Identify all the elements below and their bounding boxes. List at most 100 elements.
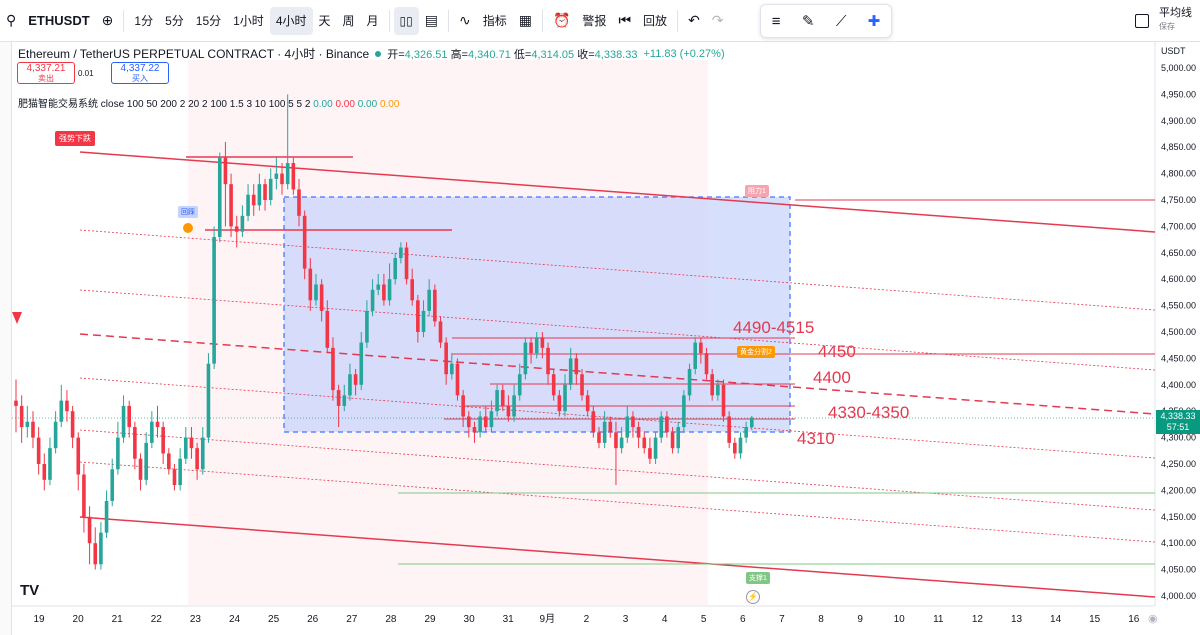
toolbar-divider [541, 9, 543, 32]
indicator-legend[interactable]: 肥猫智能交易系统 close 100 50 200 2 20 2 100 1.5… [18, 95, 399, 110]
price-tick: 4,300.00 [1161, 433, 1196, 443]
add-symbol-icon[interactable]: ⊕ [101, 12, 114, 28]
indicators-button[interactable]: 指标 [482, 14, 507, 28]
interval-15m[interactable]: 15分 [195, 14, 222, 28]
return-tag[interactable]: 回踩 [178, 206, 198, 218]
interval-1M[interactable]: 月 [366, 14, 379, 28]
toolbar-divider [677, 9, 679, 32]
alert-button[interactable]: 警报 [582, 14, 607, 28]
trend-line-icon[interactable]: ⟋ [835, 12, 847, 30]
redo-icon[interactable]: ↷ [711, 12, 724, 28]
tradingview-logo[interactable]: TV [20, 582, 40, 599]
alert-icon[interactable]: ⏰ [552, 12, 571, 28]
price-tick: 4,550.00 [1161, 301, 1196, 311]
candle-body [36, 437, 41, 464]
indicator-params: close 100 50 200 2 20 2 100 1.5 3 10 100… [100, 99, 311, 110]
search-icon[interactable]: ⚲ [6, 12, 17, 28]
candle-body [19, 405, 24, 428]
bar-type-icon[interactable]: ▤ [424, 12, 438, 28]
candle-body [467, 416, 471, 428]
candle-body [591, 411, 596, 433]
lightning-icon[interactable]: ⚡ [746, 590, 760, 604]
candle-body [280, 173, 284, 185]
indicators-icon[interactable]: ∿ [459, 12, 471, 28]
candle-body [540, 337, 545, 348]
buy-button[interactable]: 4,337.22 买入 [111, 62, 169, 84]
candle-body [172, 469, 177, 486]
candle-body [155, 421, 160, 428]
candle-body [687, 368, 692, 396]
time-tick: 4 [662, 614, 668, 625]
interval-4h[interactable]: 4小时 [269, 6, 313, 35]
buy-price: 4,337.22 [120, 63, 160, 74]
candle-body [512, 395, 516, 417]
candle-body [116, 437, 120, 470]
candle-body [557, 395, 562, 412]
candle-body [42, 464, 47, 480]
price-tick: 4,700.00 [1161, 221, 1196, 231]
replay-icon[interactable]: ⏮ [618, 12, 632, 28]
mid-channel-line [79, 333, 1156, 415]
interval-1w[interactable]: 周 [342, 14, 355, 28]
candle-body [438, 321, 443, 343]
time-tick: 14 [1050, 614, 1062, 625]
layouts-icon[interactable]: ▦ [518, 12, 532, 28]
candle-body [636, 427, 641, 438]
time-tick: 3 [623, 614, 629, 625]
candle-body [693, 342, 697, 369]
sell-button[interactable]: 4,337.21 卖出 [17, 62, 75, 84]
golden-ratio-tag[interactable]: 黄金分割2 [737, 346, 775, 358]
candle-body [404, 247, 409, 280]
interval-5m[interactable]: 5分 [165, 14, 184, 28]
time-tick: 12 [972, 614, 984, 625]
candle-body [200, 437, 205, 470]
strong-down-tag[interactable]: 强势下跌 [55, 131, 95, 146]
pressure-tag[interactable]: 阻力1 [745, 185, 769, 197]
price-tick: 4,600.00 [1161, 274, 1196, 284]
left-down-marker [12, 312, 22, 324]
time-tick: 22 [151, 614, 163, 625]
interval-1d[interactable]: 天 [318, 14, 331, 28]
interval-1h[interactable]: 1小时 [233, 14, 264, 28]
toolbar-right: 平均线 保存 [1135, 6, 1192, 34]
candle-body [263, 184, 267, 200]
crosshair-icon[interactable]: ✚ [867, 13, 881, 30]
candle-body [370, 289, 375, 311]
high-label: 高= [450, 48, 468, 61]
candle-body [427, 289, 431, 311]
price-tick: 4,050.00 [1161, 565, 1196, 575]
candle-body [325, 310, 330, 348]
candle-body [750, 417, 754, 428]
layout-checkbox[interactable] [1135, 14, 1149, 28]
save-label[interactable]: 保存 [1159, 22, 1175, 31]
indicator-value-2: 0.00 [335, 99, 355, 110]
candle-body [223, 157, 228, 185]
avg-line-control[interactable]: 平均线 保存 [1159, 6, 1192, 34]
candle-type-icon[interactable]: ▯▯ [393, 6, 419, 35]
lower-channel-line [79, 516, 1156, 598]
candle-body [342, 395, 347, 406]
support-tag[interactable]: 支撑1 [746, 572, 770, 584]
candle-body [461, 395, 465, 417]
indicator-value-1: 0.00 [313, 99, 333, 110]
candle-body [585, 395, 590, 412]
candle-body [274, 173, 279, 179]
time-tick: 23 [190, 614, 202, 625]
symbol-search[interactable]: ETHUSDT [28, 13, 90, 28]
pen-tool-icon[interactable]: ✎ [801, 13, 815, 30]
time-tick: 24 [229, 614, 241, 625]
undo-icon[interactable]: ↶ [688, 12, 700, 28]
candle-body [285, 163, 290, 185]
avg-line-label: 平均线 [1159, 7, 1192, 19]
candle-body [393, 258, 398, 280]
price-axis-unit[interactable]: USDT [1161, 46, 1186, 56]
replay-button[interactable]: 回放 [643, 14, 668, 28]
time-tick: 25 [268, 614, 280, 625]
interval-1m[interactable]: 1分 [134, 14, 154, 28]
low-label: 低= [513, 48, 532, 61]
time-tick: 9月 [540, 613, 556, 625]
price-chart[interactable]: 5,000.00 4,950.00 4,900.00 4,850.00 4,800.00… [0, 42, 1200, 635]
legend-title[interactable]: Ethereum / TetherUS PERPETUAL CONTRACT ·… [18, 47, 370, 61]
candle-body [99, 532, 103, 565]
horizontal-lines-icon[interactable]: ≡ [771, 12, 781, 30]
